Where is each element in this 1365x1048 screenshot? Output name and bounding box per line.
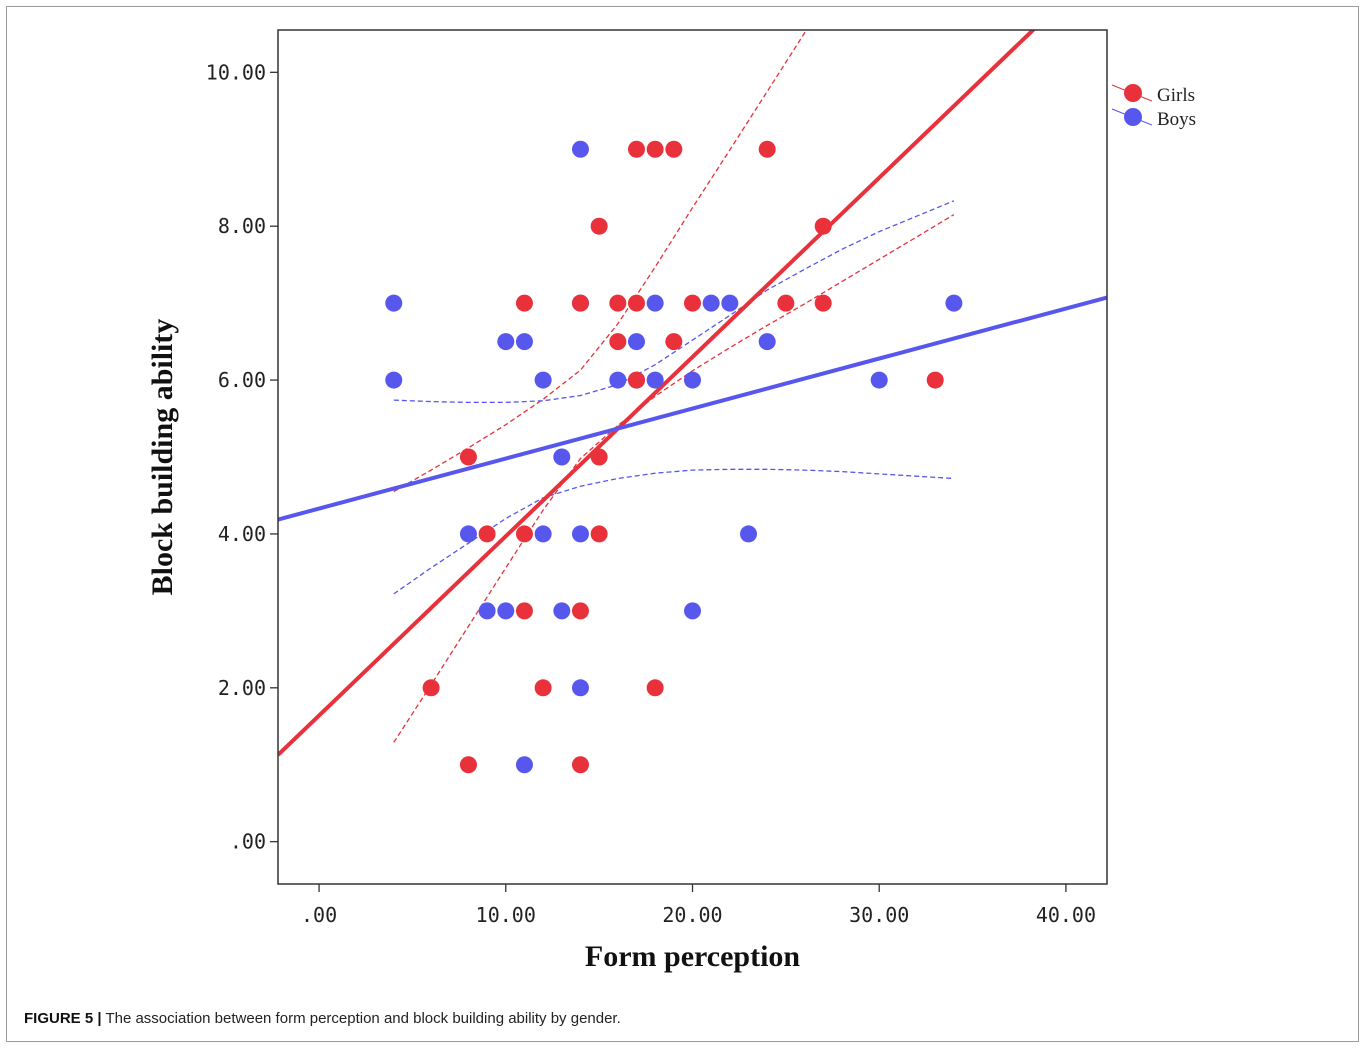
boys-point	[553, 448, 571, 466]
girls-point	[665, 333, 683, 351]
boys-point	[702, 294, 720, 312]
boys-point	[684, 371, 701, 389]
boys-point	[497, 602, 515, 620]
boys-point	[870, 371, 888, 389]
girls-point	[590, 448, 608, 466]
x-tick-label: .00	[301, 903, 337, 927]
girls-point	[926, 371, 944, 389]
boys-point	[497, 333, 515, 351]
girls-point	[459, 756, 477, 774]
legend-item-boys: Boys	[1111, 108, 1196, 130]
legend-girls-label: Girls	[1157, 85, 1195, 106]
boys-point	[646, 371, 664, 389]
boys-point	[571, 525, 589, 543]
boys-point	[385, 294, 403, 312]
girls-point	[627, 371, 645, 389]
y-tick-label: 2.00	[218, 676, 266, 700]
caption-text: The association between form perception …	[105, 1010, 621, 1027]
girls-point	[478, 525, 496, 543]
boys-point	[553, 602, 571, 620]
girls-point	[590, 217, 608, 235]
girls-point	[571, 294, 589, 312]
x-tick-label: 30.00	[849, 903, 909, 927]
girls-point	[814, 294, 832, 312]
scatter-chart: .00 10.00 20.00 30.00 40.00 .00 2.00 4.00 6.00 8.…	[146, 29, 1196, 973]
axis-ticks: .00 10.00 20.00 30.00 40.00 .00 2.00 4.00 6.00 8.…	[206, 60, 1096, 927]
girls-point	[646, 679, 664, 697]
girls-point	[571, 602, 589, 620]
y-tick-label: 6.00	[218, 368, 266, 392]
legend-boys-marker	[1124, 108, 1142, 126]
girls-point	[627, 140, 645, 158]
legend: Girls Boys	[1111, 84, 1196, 130]
figure-frame	[6, 6, 1359, 1042]
girls-ci-upper-line	[393, 30, 808, 493]
boys-ci-lower-line	[393, 468, 954, 595]
boys-point	[945, 294, 963, 312]
boys-point	[515, 333, 533, 351]
y-tick-label: 10.00	[206, 60, 266, 84]
girls-point	[534, 679, 552, 697]
confidence-bands	[393, 30, 955, 743]
girls-point	[515, 525, 533, 543]
girls-fit-line	[278, 30, 1036, 757]
girls-point	[777, 294, 795, 312]
girls-point	[609, 333, 627, 351]
boys-point	[534, 525, 552, 543]
girls-point	[627, 294, 645, 312]
girls-point	[646, 140, 664, 158]
y-tick-label: 8.00	[218, 214, 266, 238]
boys-point	[646, 294, 664, 312]
girls-point	[459, 448, 477, 466]
x-tick-label: 10.00	[476, 903, 536, 927]
girls-point	[684, 294, 701, 312]
boys-point	[571, 140, 589, 158]
boys-point	[740, 525, 758, 543]
figure-caption: FIGURE 5 | The association between form …	[24, 1010, 621, 1027]
legend-girls-marker	[1124, 84, 1142, 102]
regression-lines	[278, 30, 1107, 757]
x-tick-label: 20.00	[662, 903, 722, 927]
boys-point	[627, 333, 645, 351]
caption-label: FIGURE 5 |	[24, 1010, 102, 1027]
boys-point	[385, 371, 403, 389]
y-axis-title: Block building ability	[146, 319, 179, 596]
girls-point	[515, 602, 533, 620]
x-tick-label: 40.00	[1036, 903, 1096, 927]
boys-point	[534, 371, 552, 389]
boys-point	[571, 679, 589, 697]
boys-fit-line	[278, 295, 1107, 522]
boys-point	[515, 756, 533, 774]
girls-point	[814, 217, 832, 235]
legend-boys-label: Boys	[1157, 109, 1196, 130]
data-points	[385, 140, 963, 774]
y-tick-label: .00	[230, 830, 266, 854]
boys-point	[721, 294, 739, 312]
boys-ci-upper-line	[393, 200, 955, 404]
boys-point	[478, 602, 496, 620]
x-axis-title: Form perception	[585, 940, 801, 973]
boys-point	[758, 333, 776, 351]
y-tick-label: 4.00	[218, 522, 266, 546]
boys-point	[609, 371, 627, 389]
girls-point	[422, 679, 440, 697]
girls-point	[590, 525, 608, 543]
boys-point	[684, 602, 701, 620]
girls-point	[515, 294, 533, 312]
legend-item-girls: Girls	[1111, 84, 1195, 106]
plot-area-border	[277, 29, 1108, 885]
girls-point	[609, 294, 627, 312]
girls-point	[665, 140, 683, 158]
girls-ci-lower-line	[393, 214, 955, 743]
boys-point	[459, 525, 477, 543]
girls-point	[571, 756, 589, 774]
girls-point	[758, 140, 776, 158]
